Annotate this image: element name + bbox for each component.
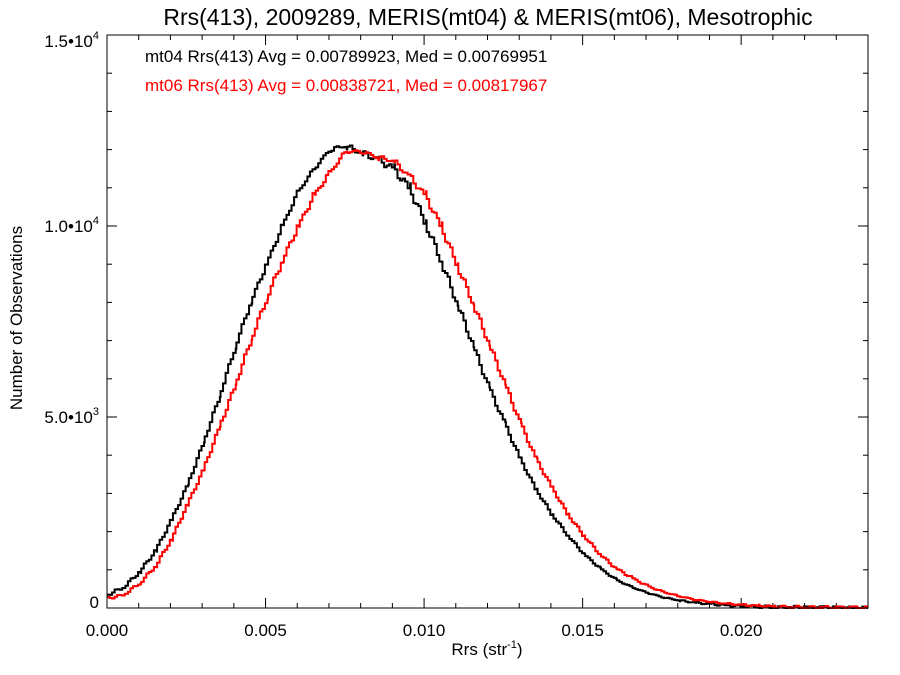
x-tick-label: 0.015 [561, 621, 604, 640]
axis-ticks [106, 34, 869, 609]
x-tick-labels: 0.000 0.005 0.010 0.015 0.020 [86, 621, 763, 640]
y-tick-label-exponent: 4 [93, 215, 99, 227]
chart-title: Rrs(413), 2009289, MERIS(mt04) & MERIS(m… [163, 4, 812, 30]
y-tick-label: 0 [90, 593, 99, 612]
x-axis-label-close: ) [517, 640, 523, 659]
x-axis-label-main: Rrs (str [451, 640, 507, 659]
y-axis-label: Number of Observations [7, 226, 26, 410]
series-layer [107, 144, 869, 609]
x-tick-label: 0.000 [86, 621, 129, 640]
series-line-mt04 [107, 144, 869, 609]
y-tick-label-exponent: 4 [93, 30, 99, 42]
plot-frame [106, 34, 869, 609]
y-tick-label-mantissa: 0 [90, 593, 99, 612]
y-tick-label-mantissa: 5.0•10 [44, 408, 93, 427]
x-axis-label: Rrs (str-1) [451, 639, 522, 659]
y-tick-label-mantissa: 1.0•10 [44, 217, 93, 236]
x-tick-label: 0.010 [403, 621, 446, 640]
legend-entry-mt06: mt06 Rrs(413) Avg = 0.00838721, Med = 0.… [145, 76, 547, 95]
y-tick-label-exponent: 3 [93, 406, 99, 418]
legend-entry-mt04: mt04 Rrs(413) Avg = 0.00789923, Med = 0.… [145, 47, 547, 66]
x-tick-label: 0.005 [244, 621, 287, 640]
series-line-mt06 [107, 149, 869, 609]
y-tick-label: 1.5•104 [44, 30, 99, 51]
y-tick-label-mantissa: 1.5•10 [44, 32, 93, 51]
x-axis-label-exponent: -1 [507, 639, 517, 651]
x-tick-label: 0.020 [720, 621, 763, 640]
y-tick-label: 1.0•104 [44, 215, 99, 236]
y-tick-label: 5.0•103 [44, 406, 99, 427]
